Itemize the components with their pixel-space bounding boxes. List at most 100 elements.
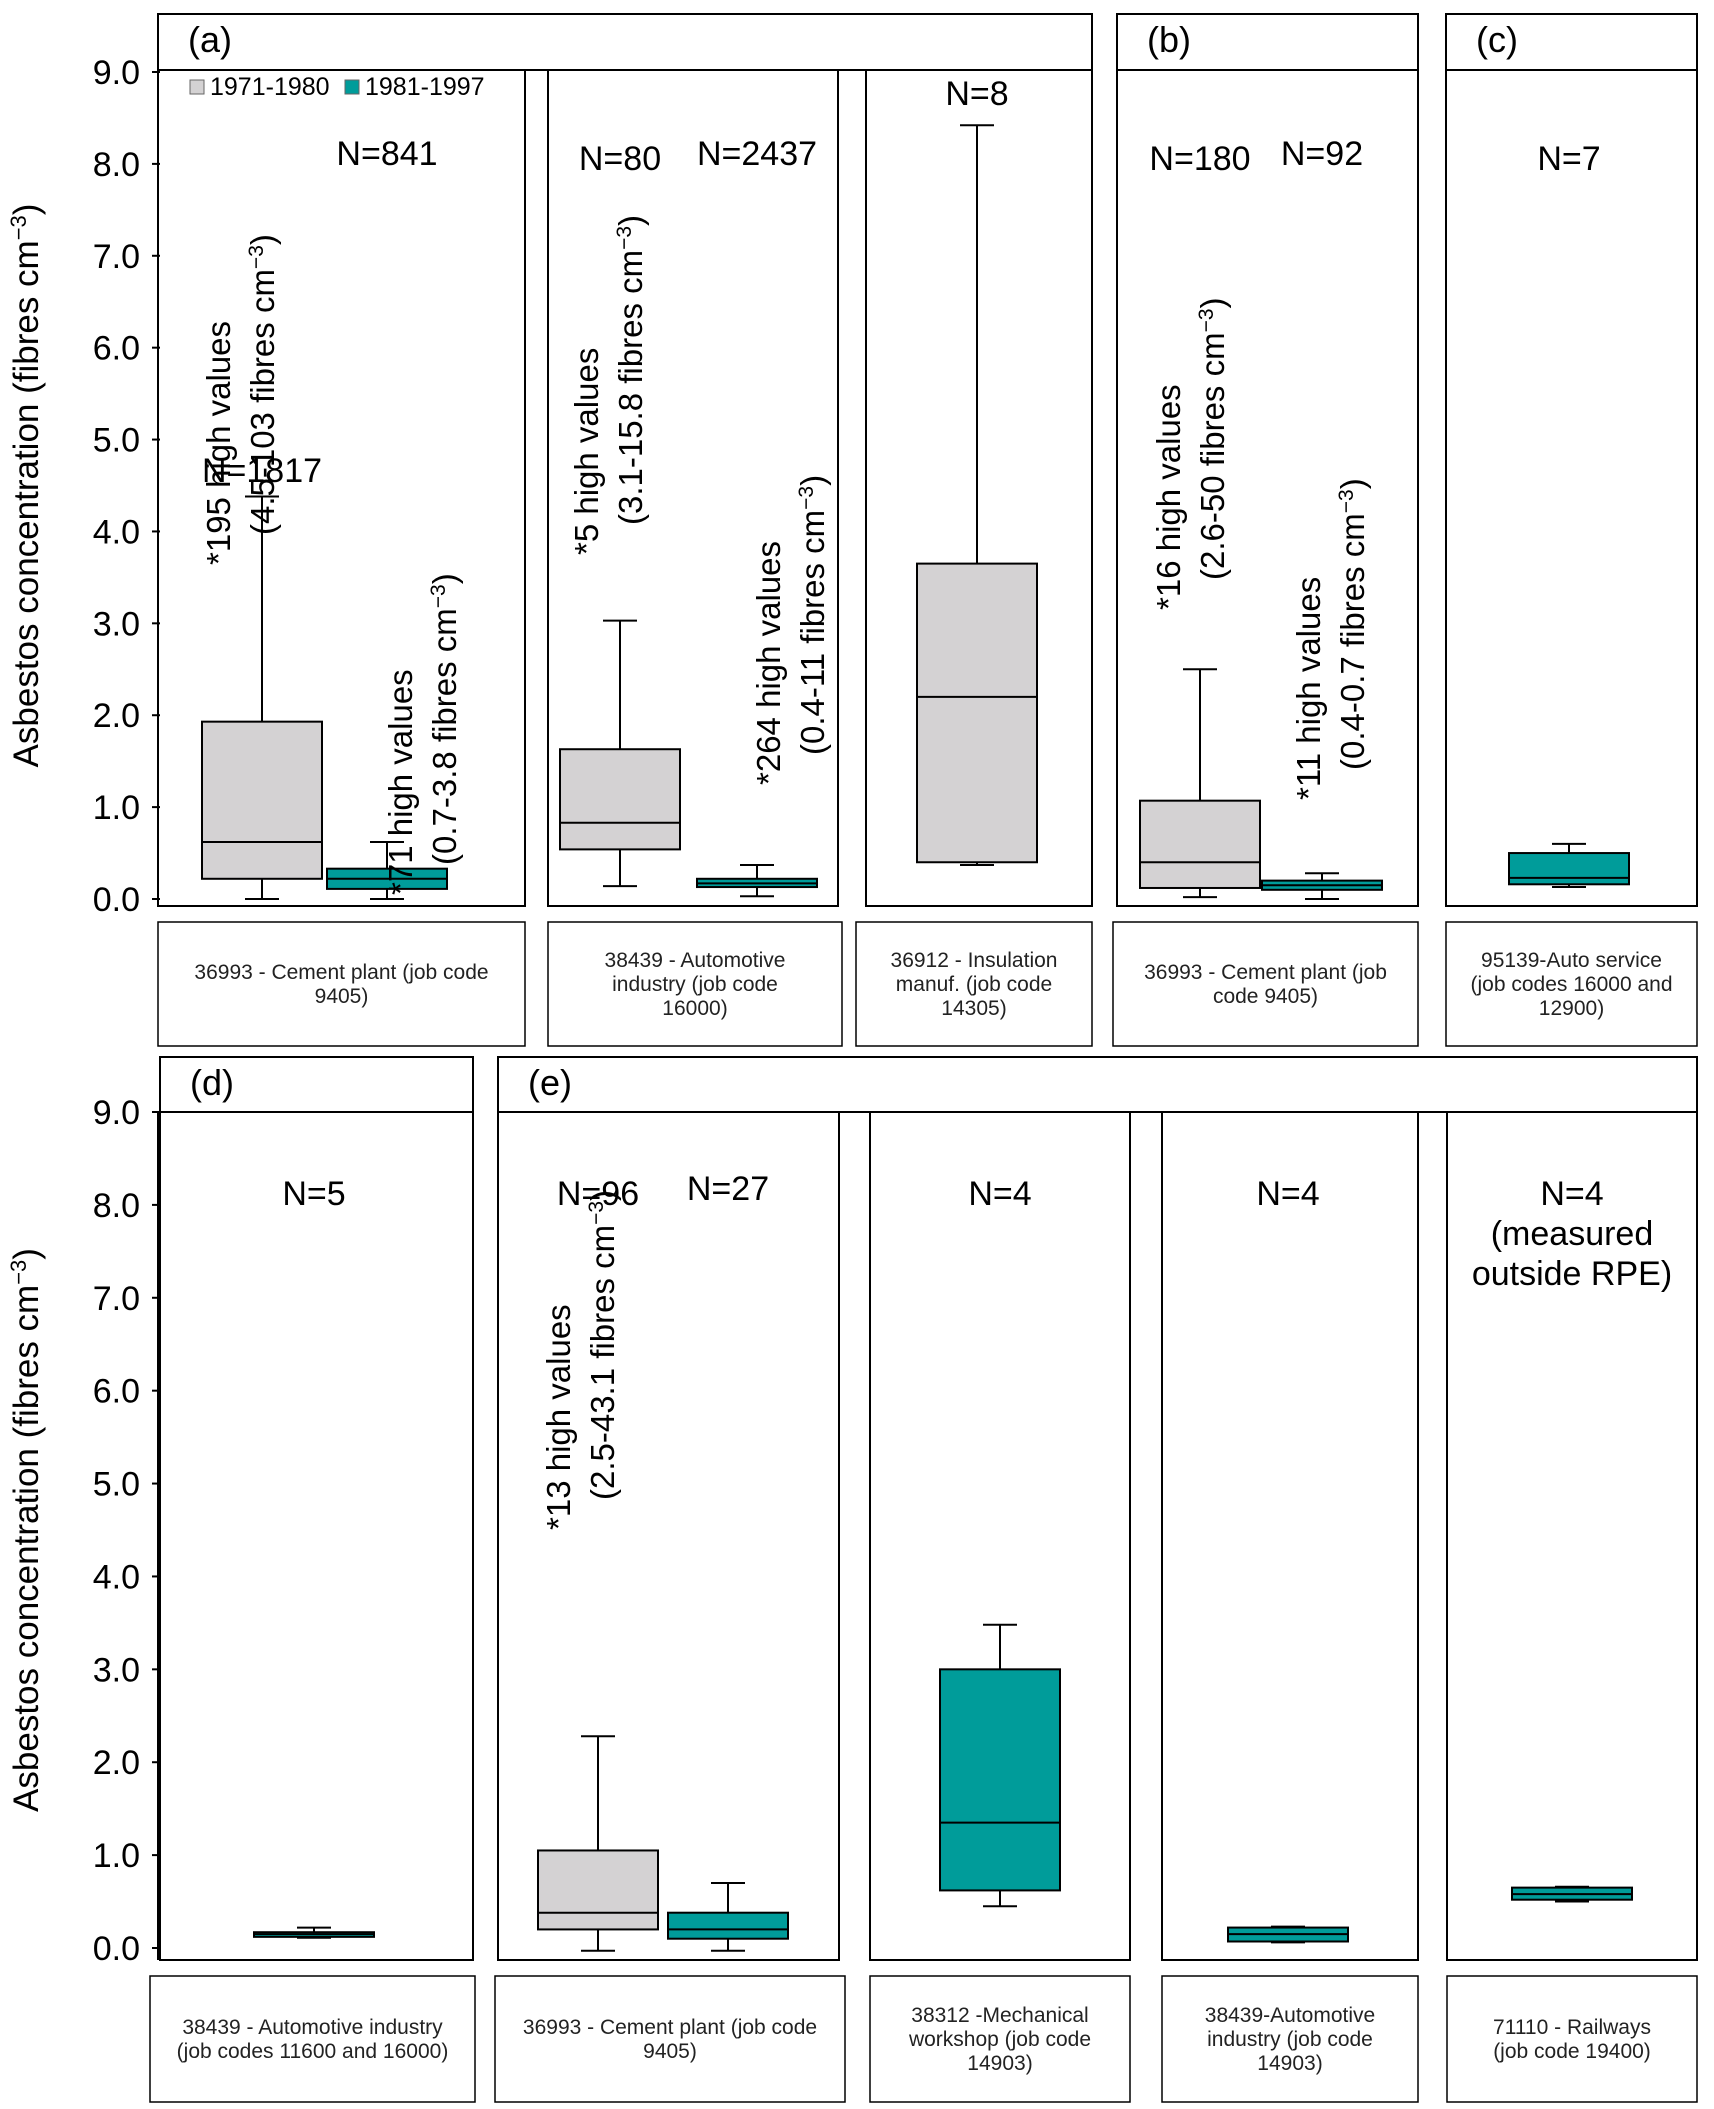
caption-line: manuf. (job code [896,973,1052,996]
caption-line: 36912 - Insulation [891,949,1058,972]
subplot: N=180 *16 high values (2.6-50 fibres cm−3)… [1112,69,1419,1047]
legend-label: 1971-1980 [210,73,330,101]
caption-box [494,1975,846,2103]
unit-superscript: −3 [795,486,818,510]
iqr-box [201,720,323,880]
iqr-box [559,748,681,851]
caption-box [1446,1975,1698,2103]
n-label: N=27 [687,1170,769,1208]
box-1981-1997 [1227,1925,1349,1944]
y-tick-label: 3.0 [93,1651,140,1689]
caption-box [547,921,843,1047]
high-values-annotation: *11 high values (0.4-0.7 fibres cm−3) [1290,478,1371,800]
iqr-box [1139,799,1261,889]
y-tick-label: 1.0 [93,1837,140,1875]
subplot-frame [1161,1111,1419,1961]
y-tick-label: 9.0 [93,54,140,92]
iqr-box [939,1668,1061,1892]
subplot-frame [869,1111,1131,1961]
caption-line: 9405) [315,985,369,1008]
panel-title: (e) [528,1062,572,1103]
panel-c: (c) N=7 95139-Auto service(job codes 16000… [1445,13,1698,1047]
annotation-line: (0.4-11 fibres cm−3) [794,475,831,755]
annotation-line: *195 high values [200,321,237,565]
y-tick-label: 8.0 [93,146,140,184]
caption-box [855,921,1093,1047]
n-label: N=2437 [697,135,817,173]
caption-line: 36993 - Cement plant (job code [523,2016,817,2039]
panel-b: (b) N=180 *16 high values (2.6-50 fibres cm… [1112,13,1419,1047]
annotation-line: (4.5-103 fibres cm−3) [244,234,281,535]
annotation-line: *5 high values [568,348,605,555]
n-label: N=1817 [202,452,322,490]
subplot-frame [1446,1111,1698,1961]
panel-d: (d) N=5 38439 - Automotive industry(job co… [149,1056,476,2103]
n-label: (measured [1491,1215,1654,1253]
unit-superscript: −3 [1335,489,1358,513]
n-label: N=841 [336,135,437,173]
caption-line: 14903) [1257,2052,1322,2075]
y-axis-row-2: 0.0 1.0 2.0 3.0 4.0 5.0 6.0 7.0 8.0 9.0 Asbestos c… [6,1094,160,1968]
n-label: N=8 [945,75,1008,113]
annotation-line: (0.7-3.8 fibres cm−3) [426,573,463,865]
legend-swatch [189,79,205,95]
y-tick-label: 4.0 [93,513,140,551]
y-tick-label: 0.0 [93,881,140,919]
caption-line: 14305) [941,997,1006,1020]
box-1971-1980 [201,495,323,900]
legend-swatch [344,79,360,95]
n-label: N=96 [557,1175,639,1213]
caption-line: 16000) [662,997,727,1020]
n-label: N=4 [968,1175,1031,1213]
box-1981-1997 [667,1881,789,1952]
panel-a: (a) N=1817*195 high values (4.5-103 fibres… [157,13,1093,1047]
iqr-box [537,1849,659,1931]
annotation-line: (3.1-15.8 fibres cm−3) [612,215,649,525]
caption-line: 14903) [967,2052,1032,2075]
subplot: N=96*13 high values (2.5-43.1 fibres cm−3… [494,1111,846,2103]
y-tick-label: 9.0 [93,1094,140,1132]
annotation-line: *11 high values [1290,577,1327,800]
subplot-frame [1445,69,1698,907]
caption-line: 36993 - Cement plant (job [1144,961,1387,984]
box-1981-1997 [939,1623,1061,1908]
high-values-annotation: *264 high values (0.4-11 fibres cm−3) [750,475,831,785]
unit-superscript: −3 [245,245,268,269]
caption-line: 38312 -Mechanical [911,2004,1088,2027]
subplot-frame [547,69,839,907]
caption-line: 12900) [1539,997,1604,1020]
caption-line: 36993 - Cement plant (job code [194,961,488,984]
y-tick-label: 0.0 [93,1930,140,1968]
box-1971-1980 [537,1735,659,1952]
subplot-frame [497,1111,840,1961]
n-label: N=5 [282,1175,345,1213]
subplot-frame [865,69,1093,907]
legend: 1971-1980 1981-1997 [189,73,485,101]
caption-box [1161,1975,1419,2103]
n-label: N=180 [1149,140,1250,178]
high-values-annotation: *71 high values (0.7-3.8 fibres cm−3) [382,573,463,895]
caption-line: 95139-Auto service [1481,949,1662,972]
subplot: N=1817*195 high values (4.5-103 fibres cm… [157,69,526,1047]
box-1981-1997 [326,841,448,900]
n-label: N=92 [1281,135,1363,173]
unit-superscript: −3 [427,584,450,608]
caption-line: 71110 - Railways [1493,2016,1651,2039]
caption-box [1445,921,1698,1047]
caption-box [869,1975,1131,2103]
caption-line: (job codes 11600 and 16000) [177,2040,449,2063]
unit-superscript: −3 [6,215,31,240]
box-1981-1997 [1261,872,1383,900]
n-label: outside RPE) [1472,1255,1672,1293]
caption-line: 38439-Automotive [1205,2004,1375,2027]
caption-box [1112,921,1419,1047]
annotation-line: *13 high values [540,1304,577,1530]
y-axis-label: Asbestos concentration (fibres cm−3) [6,204,47,768]
y-tick-label: 5.0 [93,1466,140,1504]
iqr-box [667,1911,789,1940]
box-1981-1997 [253,1926,375,1939]
box-1981-1997 [696,864,818,898]
